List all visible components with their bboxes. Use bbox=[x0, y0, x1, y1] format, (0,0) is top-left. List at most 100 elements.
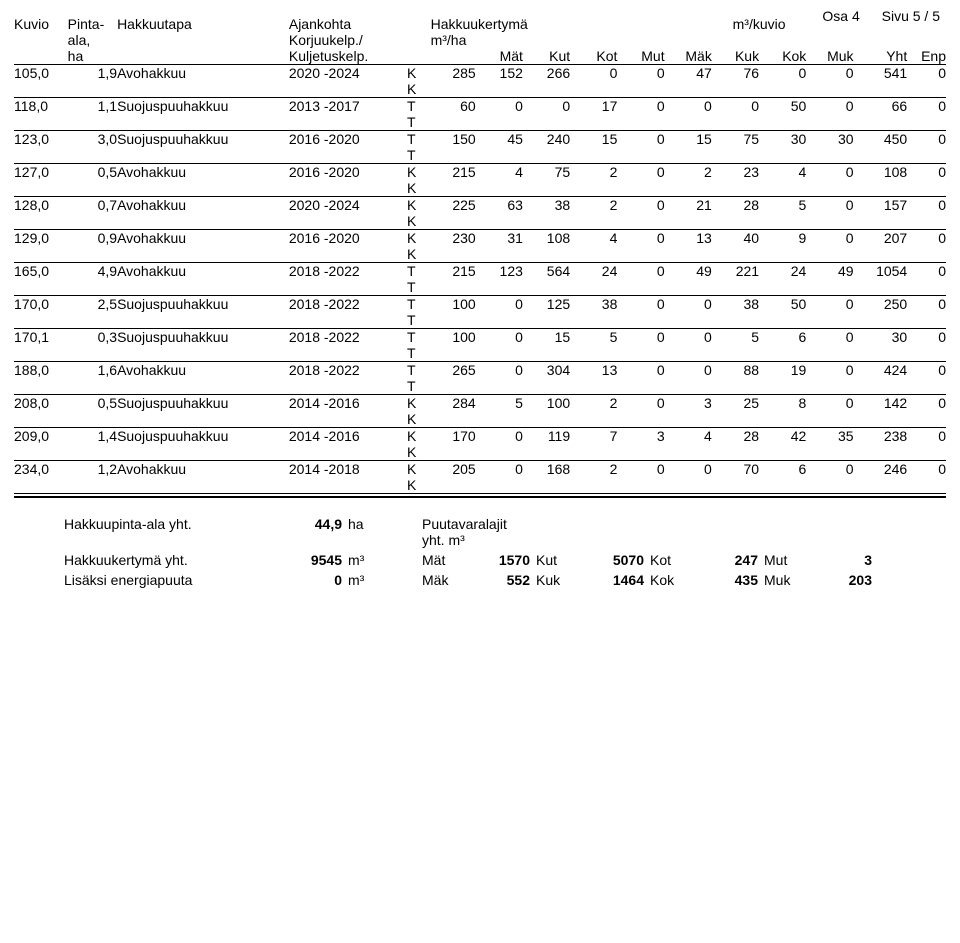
footer-grid-value: 1464 bbox=[588, 572, 650, 588]
cell: 1,2 bbox=[68, 461, 117, 478]
cell: 230 bbox=[431, 230, 476, 247]
cell: K bbox=[407, 395, 431, 412]
table-row: 105,01,9Avohakkuu2020 -2024K285152266004… bbox=[14, 65, 946, 82]
cell-yht: 250 bbox=[854, 296, 908, 313]
cell-enp: 0 bbox=[907, 65, 946, 82]
cell: 17 bbox=[570, 98, 617, 115]
cell-yht: 450 bbox=[854, 131, 908, 148]
cell-k2: K bbox=[407, 444, 431, 461]
cell: 0 bbox=[523, 98, 570, 115]
cell: Suojuspuuhakkuu bbox=[117, 131, 289, 148]
footer-grid-value: 552 bbox=[474, 572, 536, 588]
footer-grid-value: 247 bbox=[702, 552, 764, 568]
hdr-col-mäk: Mäk bbox=[665, 48, 712, 65]
footer-left-val: 0 bbox=[284, 572, 342, 588]
cell: 6 bbox=[759, 329, 806, 346]
footer-left-label: Hakkuupinta-ala yht. bbox=[64, 516, 284, 548]
cell: 35 bbox=[806, 428, 853, 445]
footer-grid-label: Kok bbox=[650, 572, 702, 588]
cell: 2018 -2022 bbox=[289, 296, 407, 313]
cell: Avohakkuu bbox=[117, 263, 289, 280]
footer-grid-label: Mät bbox=[422, 552, 474, 568]
table-row: 209,01,4Suojuspuuhakkuu2014 -2016K170011… bbox=[14, 428, 946, 445]
cell: 128,0 bbox=[14, 197, 68, 214]
footer-grid-value: 203 bbox=[816, 572, 878, 588]
footer-left-unit: m³ bbox=[342, 572, 382, 588]
footer-grid-value: 5070 bbox=[588, 552, 650, 568]
cell: Suojuspuuhakkuu bbox=[117, 329, 289, 346]
cell: T bbox=[407, 362, 431, 379]
footer-grid-value: 3 bbox=[816, 552, 878, 568]
footer-left-unit: ha bbox=[342, 516, 382, 548]
hdr-m3ha: m³/ha bbox=[431, 32, 476, 48]
cell: 100 bbox=[431, 296, 476, 313]
cell-yht: 157 bbox=[854, 197, 908, 214]
cell-enp: 0 bbox=[907, 461, 946, 478]
cell: 15 bbox=[570, 131, 617, 148]
cell: 1,1 bbox=[68, 98, 117, 115]
cell: 0 bbox=[806, 197, 853, 214]
cell-yht: 142 bbox=[854, 395, 908, 412]
cell: T bbox=[407, 296, 431, 313]
cell: 2020 -2024 bbox=[289, 197, 407, 214]
cell: 0 bbox=[806, 362, 853, 379]
cell: 0 bbox=[806, 65, 853, 82]
table-row: 170,02,5Suojuspuuhakkuu2018 -2022T100012… bbox=[14, 296, 946, 313]
cell: T bbox=[407, 98, 431, 115]
cell: 188,0 bbox=[14, 362, 68, 379]
cell: 0 bbox=[617, 461, 664, 478]
cell: 0,7 bbox=[68, 197, 117, 214]
cell: 0 bbox=[617, 230, 664, 247]
cell-yht: 66 bbox=[854, 98, 908, 115]
cell: 7 bbox=[570, 428, 617, 445]
table-subrow: K bbox=[14, 81, 946, 98]
hdr-ala: Pinta-ala,ha bbox=[68, 16, 117, 65]
cell: 225 bbox=[431, 197, 476, 214]
cell-yht: 1054 bbox=[854, 263, 908, 280]
footer-grid-label: Mäk bbox=[422, 572, 474, 588]
cell-enp: 0 bbox=[907, 263, 946, 280]
table-subrow: K bbox=[14, 411, 946, 428]
table-subrow: T bbox=[14, 378, 946, 395]
cell: 123 bbox=[476, 263, 523, 280]
cell: 165,0 bbox=[14, 263, 68, 280]
cell: 0 bbox=[665, 461, 712, 478]
cell-k2: K bbox=[407, 180, 431, 197]
cell: 5 bbox=[476, 395, 523, 412]
table-row: 128,00,7Avohakkuu2020 -2024K225633820212… bbox=[14, 197, 946, 214]
table-row: 234,01,2Avohakkuu2014 -2018K205016820070… bbox=[14, 461, 946, 478]
cell: T bbox=[407, 263, 431, 280]
footer-left-val: 9545 bbox=[284, 552, 342, 568]
cell: 105,0 bbox=[14, 65, 68, 82]
cell: 0 bbox=[665, 296, 712, 313]
cell-k2: T bbox=[407, 279, 431, 296]
cell: 38 bbox=[570, 296, 617, 313]
cell: 31 bbox=[476, 230, 523, 247]
osa-label: Osa 4 bbox=[822, 8, 859, 24]
table-subrow: K bbox=[14, 246, 946, 263]
page-info: Osa 4 Sivu 5 / 5 bbox=[804, 8, 940, 24]
cell: 0 bbox=[476, 362, 523, 379]
footer-left-label: Lisäksi energiapuuta bbox=[64, 572, 284, 588]
cell: K bbox=[407, 164, 431, 181]
hdr-kuvio: Kuvio bbox=[14, 16, 68, 32]
hdr-m3kuvio: m³/kuvio bbox=[712, 16, 806, 32]
cell: 100 bbox=[431, 329, 476, 346]
cell: 215 bbox=[431, 263, 476, 280]
footer-right-title: Puutavaralajit yht. m³ bbox=[382, 516, 512, 548]
table-subrow: K bbox=[14, 180, 946, 197]
cell: Avohakkuu bbox=[117, 65, 289, 82]
cell: 42 bbox=[759, 428, 806, 445]
cell: 0 bbox=[806, 395, 853, 412]
table-subrow: T bbox=[14, 345, 946, 362]
cell: 60 bbox=[431, 98, 476, 115]
table-subrow: K bbox=[14, 213, 946, 230]
cell-k2: K bbox=[407, 213, 431, 230]
cell-enp: 0 bbox=[907, 164, 946, 181]
footer-grid-row: Mät1570Kut5070Kot247Mut3 bbox=[382, 552, 878, 568]
cell: 75 bbox=[712, 131, 759, 148]
cell: 1,6 bbox=[68, 362, 117, 379]
cell: 285 bbox=[431, 65, 476, 82]
cell: 100 bbox=[523, 395, 570, 412]
cell: 2014 -2018 bbox=[289, 461, 407, 478]
